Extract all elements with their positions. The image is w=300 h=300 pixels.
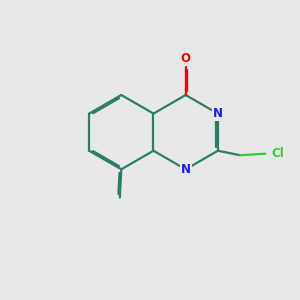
Text: N: N xyxy=(181,163,191,176)
Text: O: O xyxy=(181,52,191,65)
Text: Cl: Cl xyxy=(272,147,284,160)
Text: N: N xyxy=(213,107,223,120)
